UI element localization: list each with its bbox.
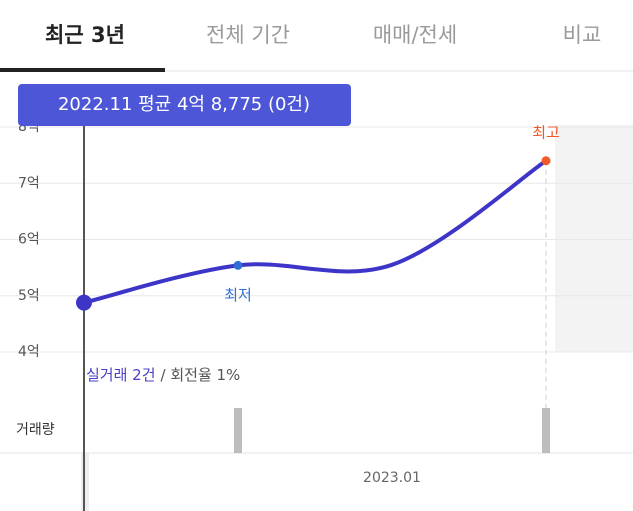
tab[interactable]: 비교 (563, 23, 602, 47)
tooltip-box (18, 84, 351, 126)
tooltip-text: 2022.11 평균 4억 8,775 (0건) (58, 94, 310, 115)
trades: 실거래 2건 (86, 366, 156, 384)
turnover: / 회전율 1% (161, 366, 241, 384)
annotation-point (233, 260, 243, 270)
future-area (555, 125, 633, 352)
tab[interactable]: 매매/전세 (373, 23, 457, 47)
tab[interactable]: 전체 기간 (206, 23, 290, 47)
y-tick-label: 4억 (18, 344, 40, 360)
annotation-label: 최저 (224, 286, 252, 304)
annotation-label: 최고 (532, 123, 560, 141)
tab-underline (0, 68, 165, 72)
y-tick-label: 7억 (18, 175, 40, 191)
y-tick-label: 5억 (18, 288, 40, 304)
tab[interactable]: 최근 3년 (45, 23, 125, 47)
trade-summary: 실거래 2건 / 회전율 1% (86, 366, 240, 384)
current-point (76, 294, 92, 311)
volume-bar (234, 408, 242, 453)
volume-label: 거래량 (16, 422, 55, 438)
y-tick-label: 6억 (18, 232, 40, 248)
price-line (83, 159, 548, 305)
annotation-point (541, 156, 551, 166)
volume-bar (542, 408, 550, 453)
x-tick-label: 2023.01 (363, 470, 421, 486)
